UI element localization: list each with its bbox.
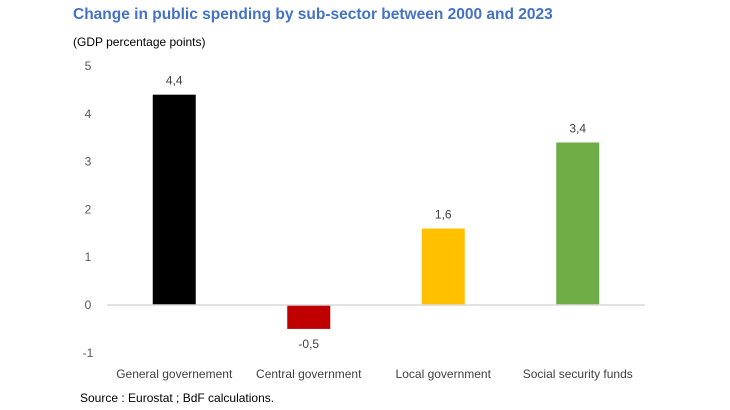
chart-title: Change in public spending by sub-sector … [73,6,553,23]
y-tick-label: 5 [85,59,92,73]
data-label: 3,4 [569,121,586,135]
x-category-label: Local government [396,367,492,381]
x-category-label: Social security funds [523,367,633,381]
data-label: 1,6 [435,208,452,222]
y-tick-label: 4 [85,107,92,121]
y-tick-label: 0 [85,298,92,312]
x-category-label: Central government [256,367,362,381]
y-tick-label: -1 [83,346,94,360]
y-tick-label: 3 [85,155,92,169]
y-tick-label: 2 [85,202,92,216]
chart-subtitle: (GDP percentage points) [73,35,206,49]
bar-3 [556,142,600,305]
bar-0 [152,94,196,306]
y-tick-label: 1 [85,250,92,264]
x-category-label: General governement [116,367,233,381]
data-label: 4,4 [166,74,183,88]
source-note: Source : Eurostat ; BdF calculations. [80,391,275,405]
data-label: -0,5 [298,337,319,351]
bar-2 [421,228,465,305]
bar-1 [287,305,331,329]
